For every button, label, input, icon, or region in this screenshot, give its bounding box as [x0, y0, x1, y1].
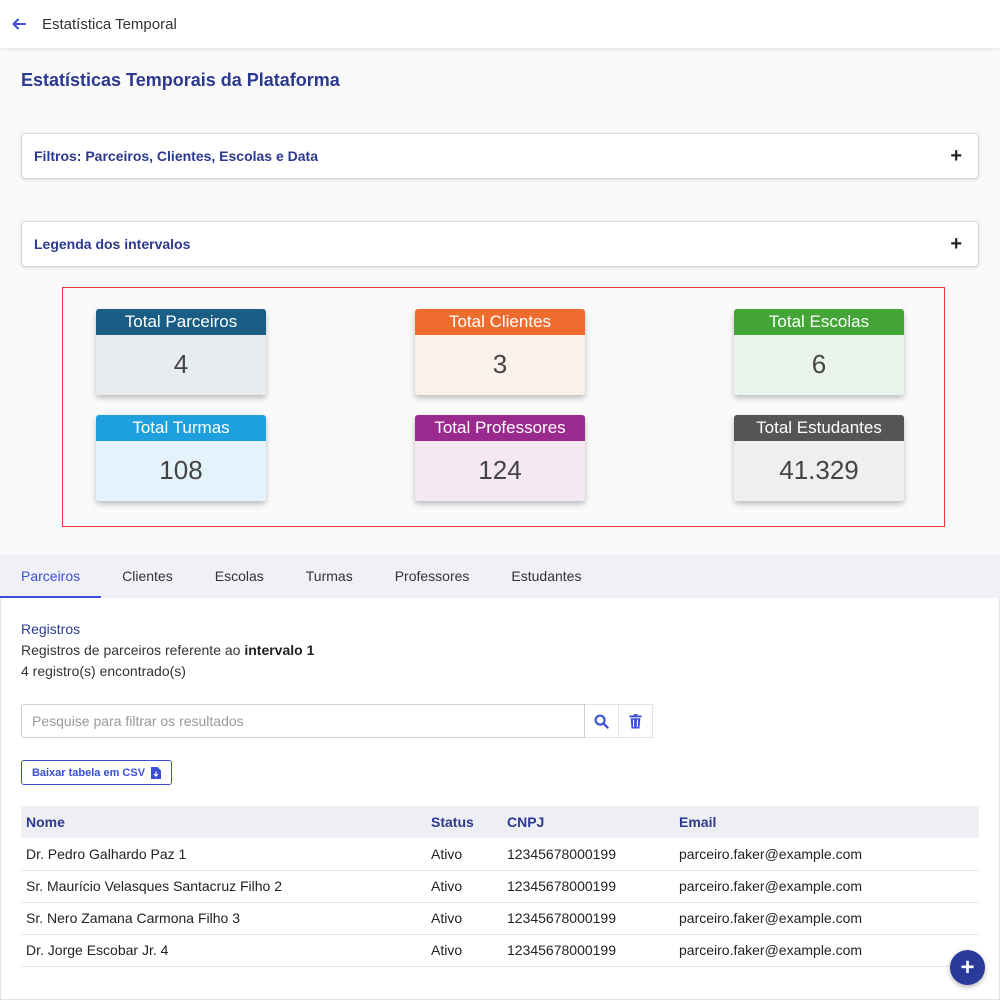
table-row[interactable]: Sr. Nero Zamana Carmona Filho 3 Ativo 12… [21, 902, 979, 935]
add-fab-button[interactable]: + [950, 950, 985, 985]
cell-nome: Sr. Nero Zamana Carmona Filho 3 [21, 902, 426, 935]
records-description: Registros de parceiros referente ao inte… [21, 642, 314, 658]
column-header-nome[interactable]: Nome [26, 814, 65, 830]
cell-nome: Dr. Pedro Galhardo Paz 1 [21, 838, 426, 871]
download-csv-label: Baixar tabela em CSV [31, 766, 146, 779]
file-download-icon [151, 766, 162, 779]
plus-icon[interactable]: + [950, 233, 962, 255]
back-button[interactable] [9, 14, 29, 34]
cell-status: Ativo [426, 902, 502, 935]
stat-card-label: Total Professores [415, 415, 585, 441]
tab-escolas[interactable]: Escolas [214, 568, 264, 584]
legend-accordion[interactable]: Legenda dos intervalos + [21, 221, 979, 267]
table-row[interactable]: Dr. Pedro Galhardo Paz 1 Ativo 123456780… [21, 838, 979, 871]
tab-clientes[interactable]: Clientes [122, 568, 173, 584]
filters-accordion[interactable]: Filtros: Parceiros, Clientes, Escolas e … [21, 133, 979, 179]
stat-card-professores: Total Professores 124 [415, 415, 585, 501]
cell-email: parceiro.faker@example.com [674, 838, 979, 871]
trash-icon [629, 713, 642, 728]
records-interval: intervalo 1 [244, 642, 315, 658]
cell-email: parceiro.faker@example.com [674, 870, 979, 903]
top-bar: Estatística Temporal [0, 0, 1000, 48]
search-button[interactable] [585, 704, 619, 738]
stat-card-label: Total Estudantes [734, 415, 904, 441]
stat-card-estudantes: Total Estudantes 41.329 [734, 415, 904, 501]
tab-turmas[interactable]: Turmas [305, 568, 353, 584]
cell-cnpj: 12345678000199 [502, 934, 674, 967]
cell-nome: Dr. Jorge Escobar Jr. 4 [21, 934, 426, 967]
header-title: Estatística Temporal [42, 15, 177, 33]
search-bar [21, 704, 653, 738]
cell-status: Ativo [426, 838, 502, 871]
stat-card-value: 3 [415, 335, 585, 395]
stat-card-value: 124 [415, 441, 585, 501]
arrow-left-icon [12, 18, 26, 30]
filters-accordion-label: Filtros: Parceiros, Clientes, Escolas e … [34, 148, 319, 164]
table-row[interactable]: Sr. Maurício Velasques Santacruz Filho 2… [21, 870, 979, 903]
cell-email: parceiro.faker@example.com [674, 934, 979, 967]
records-description-text: Registros de parceiros referente ao [21, 642, 245, 658]
records-title: Registros [21, 621, 81, 637]
column-header-cnpj[interactable]: CNPJ [507, 814, 545, 830]
tab-parceiros[interactable]: Parceiros [0, 554, 102, 598]
stat-card-label: Total Parceiros [96, 309, 266, 335]
stat-card-value: 4 [96, 335, 266, 395]
stats-summary-panel [62, 287, 945, 527]
search-input[interactable] [21, 704, 585, 738]
records-count: 4 registro(s) encontrado(s) [21, 663, 186, 679]
stat-card-parceiros: Total Parceiros 4 [96, 309, 266, 395]
cell-status: Ativo [426, 934, 502, 967]
plus-icon[interactable]: + [950, 145, 962, 167]
tab-professores[interactable]: Professores [394, 568, 470, 584]
stat-card-value: 41.329 [734, 441, 904, 501]
stat-card-label: Total Turmas [96, 415, 266, 441]
entity-tabs: Parceiros Clientes Escolas Turmas Profes… [0, 554, 1000, 598]
page-title: Estatísticas Temporais da Plataforma [21, 70, 340, 90]
column-header-status[interactable]: Status [431, 814, 474, 830]
records-table: Nome Status CNPJ Email Dr. Pedro Galhard… [21, 806, 979, 967]
stat-card-value: 6 [734, 335, 904, 395]
stat-card-label: Total Escolas [734, 309, 904, 335]
clear-search-button[interactable] [619, 704, 653, 738]
cell-cnpj: 12345678000199 [502, 902, 674, 935]
stat-card-turmas: Total Turmas 108 [96, 415, 266, 501]
cell-nome: Sr. Maurício Velasques Santacruz Filho 2 [21, 870, 426, 903]
table-row[interactable]: Dr. Jorge Escobar Jr. 4 Ativo 1234567800… [21, 934, 979, 967]
tab-estudantes[interactable]: Estudantes [511, 568, 582, 584]
download-csv-button[interactable]: Baixar tabela em CSV [21, 760, 172, 785]
legend-accordion-label: Legenda dos intervalos [34, 236, 191, 252]
cell-email: parceiro.faker@example.com [674, 902, 979, 935]
search-icon [594, 714, 609, 729]
stat-card-label: Total Clientes [415, 309, 585, 335]
table-header-row: Nome Status CNPJ Email [21, 806, 979, 838]
column-header-email[interactable]: Email [679, 814, 717, 830]
stat-card-value: 108 [96, 441, 266, 501]
stat-card-escolas: Total Escolas 6 [734, 309, 904, 395]
cell-status: Ativo [426, 870, 502, 903]
cell-cnpj: 12345678000199 [502, 870, 674, 903]
cell-cnpj: 12345678000199 [502, 838, 674, 871]
stat-card-clientes: Total Clientes 3 [415, 309, 585, 395]
